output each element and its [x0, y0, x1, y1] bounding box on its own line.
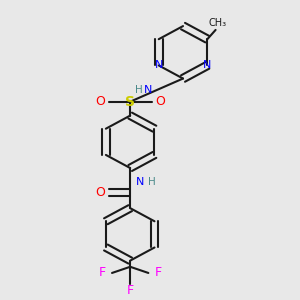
Text: H: H	[135, 85, 142, 95]
Text: H: H	[148, 177, 155, 187]
Text: N: N	[154, 60, 163, 70]
Text: O: O	[155, 95, 165, 108]
Text: O: O	[95, 95, 105, 108]
Text: N: N	[203, 60, 212, 70]
Text: N: N	[136, 177, 144, 187]
Text: N: N	[144, 85, 152, 95]
Text: O: O	[95, 186, 105, 199]
Text: S: S	[125, 95, 135, 109]
Text: F: F	[127, 284, 134, 297]
Text: F: F	[155, 266, 162, 280]
Text: CH₃: CH₃	[208, 18, 226, 28]
Text: F: F	[99, 266, 106, 280]
